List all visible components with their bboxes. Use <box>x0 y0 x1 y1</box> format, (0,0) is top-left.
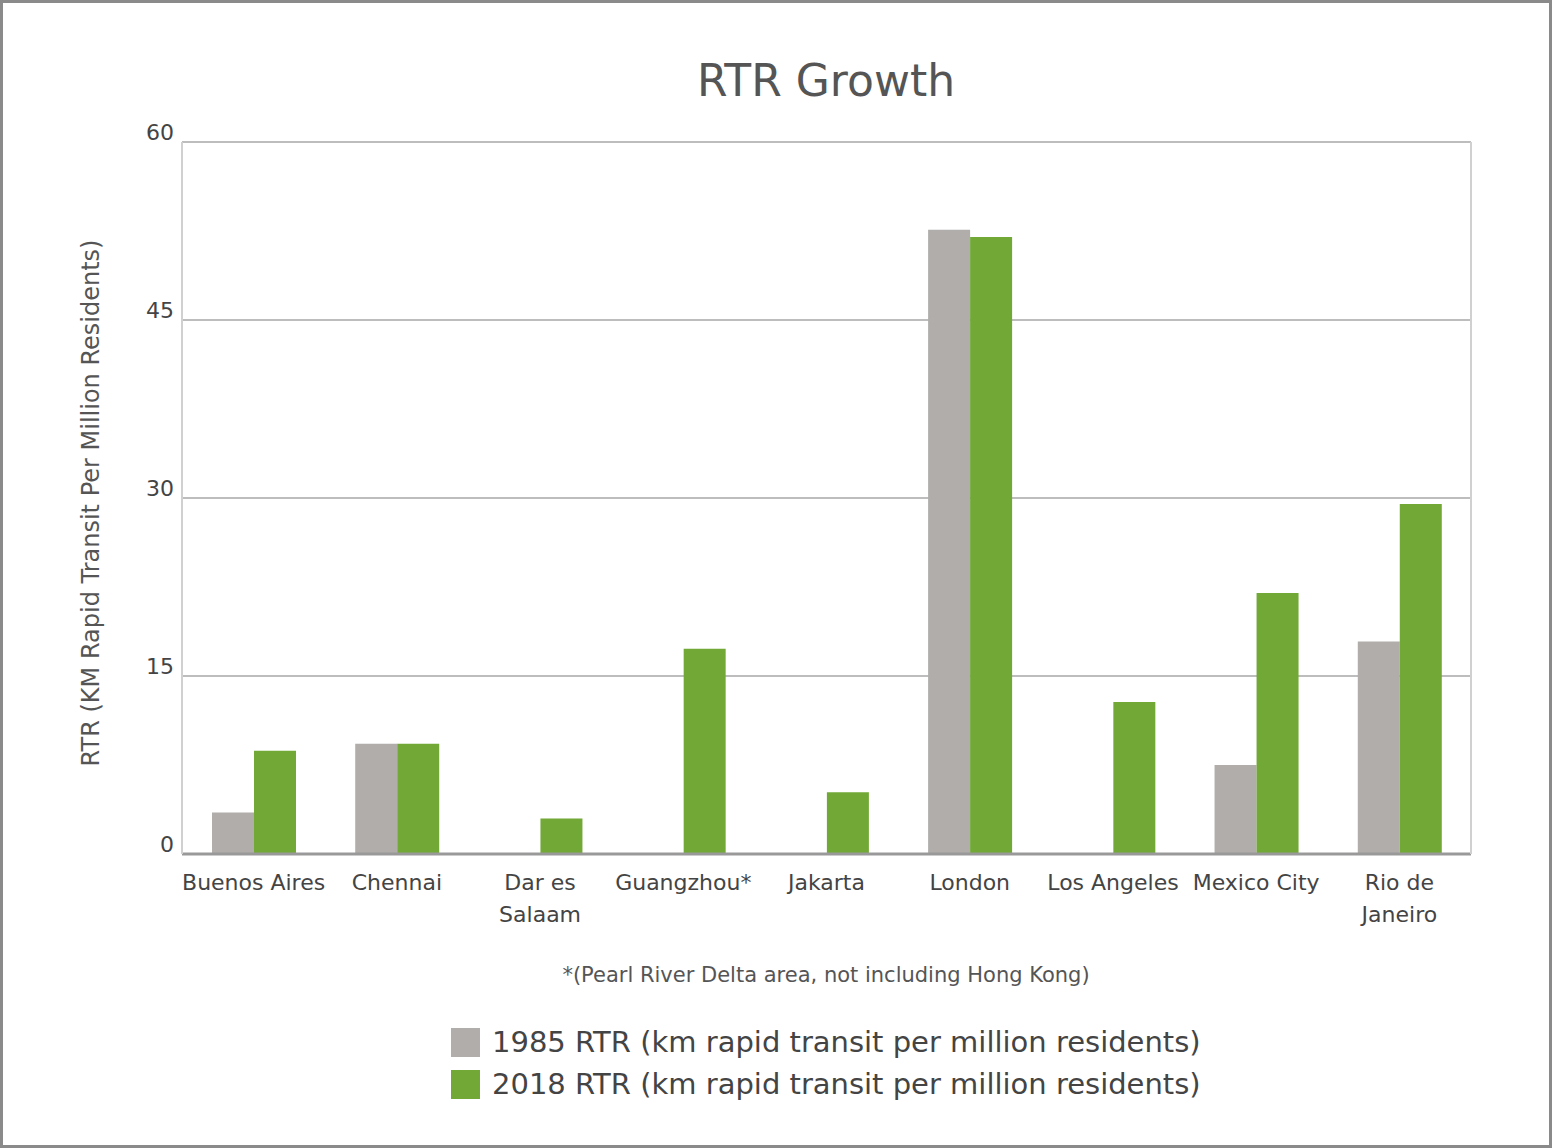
svg-text:60: 60 <box>146 120 174 145</box>
html-text:2018 RTR (km rapid transit per: 2018 RTR (km rapid transit per million r… <box>492 1067 1201 1101</box>
html-text:1985 RTR (km rapid transit per: 1985 RTR (km rapid transit per million r… <box>492 1025 1201 1059</box>
svg-text:Salaam: Salaam <box>499 902 581 927</box>
svg-text:Jakarta: Jakarta <box>786 870 865 895</box>
svg-text:Chennai: Chennai <box>352 870 442 895</box>
svg-text:45: 45 <box>146 298 174 323</box>
html-text:RTR (KM Rapid Transit Per Mill: RTR (KM Rapid Transit Per Million Reside… <box>77 239 105 767</box>
html-text:*(Pearl River Delta area, not: *(Pearl River Delta area, not including … <box>562 963 1090 987</box>
svg-text:Janeiro: Janeiro <box>1360 902 1438 927</box>
svg-text:Mexico City: Mexico City <box>1193 870 1320 895</box>
html-text:RTR Growth: RTR Growth <box>697 55 955 106</box>
svg-text:Dar es: Dar es <box>504 870 575 895</box>
svg-text:Los Angeles: Los Angeles <box>1047 870 1178 895</box>
svg-text:Rio de: Rio de <box>1365 870 1434 895</box>
svg-text:London: London <box>929 870 1010 895</box>
svg-text:30: 30 <box>146 476 174 501</box>
svg-text:0: 0 <box>160 832 174 857</box>
svg-text:15: 15 <box>146 654 174 679</box>
svg-text:Buenos Aires: Buenos Aires <box>182 870 325 895</box>
svg-text:Guangzhou*: Guangzhou* <box>615 870 751 895</box>
